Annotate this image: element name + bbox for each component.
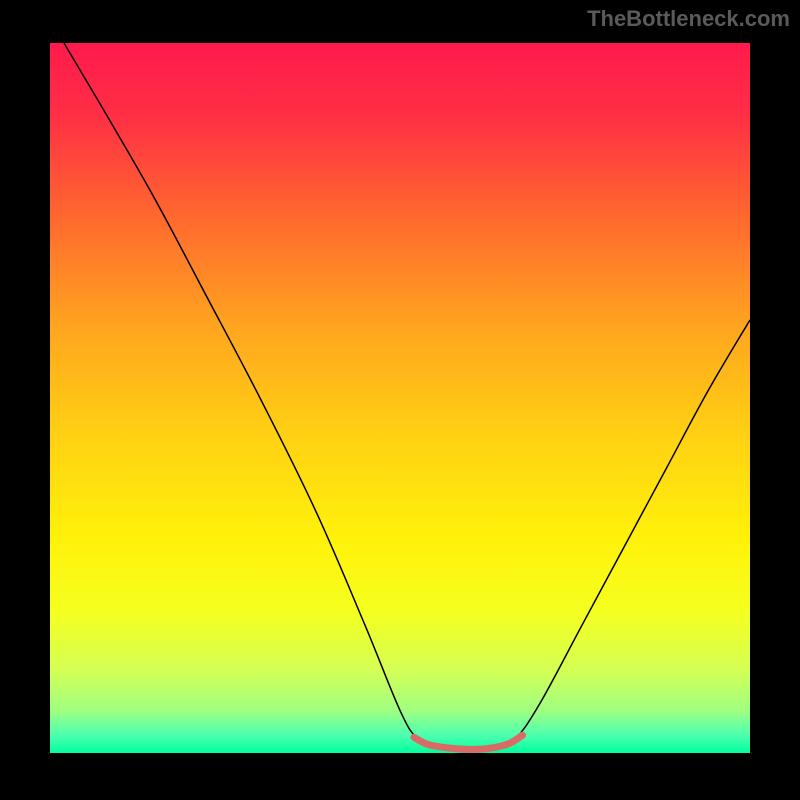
chart-svg	[50, 43, 750, 753]
watermark-text: TheBottleneck.com	[587, 6, 790, 32]
bottleneck-chart	[50, 43, 750, 753]
